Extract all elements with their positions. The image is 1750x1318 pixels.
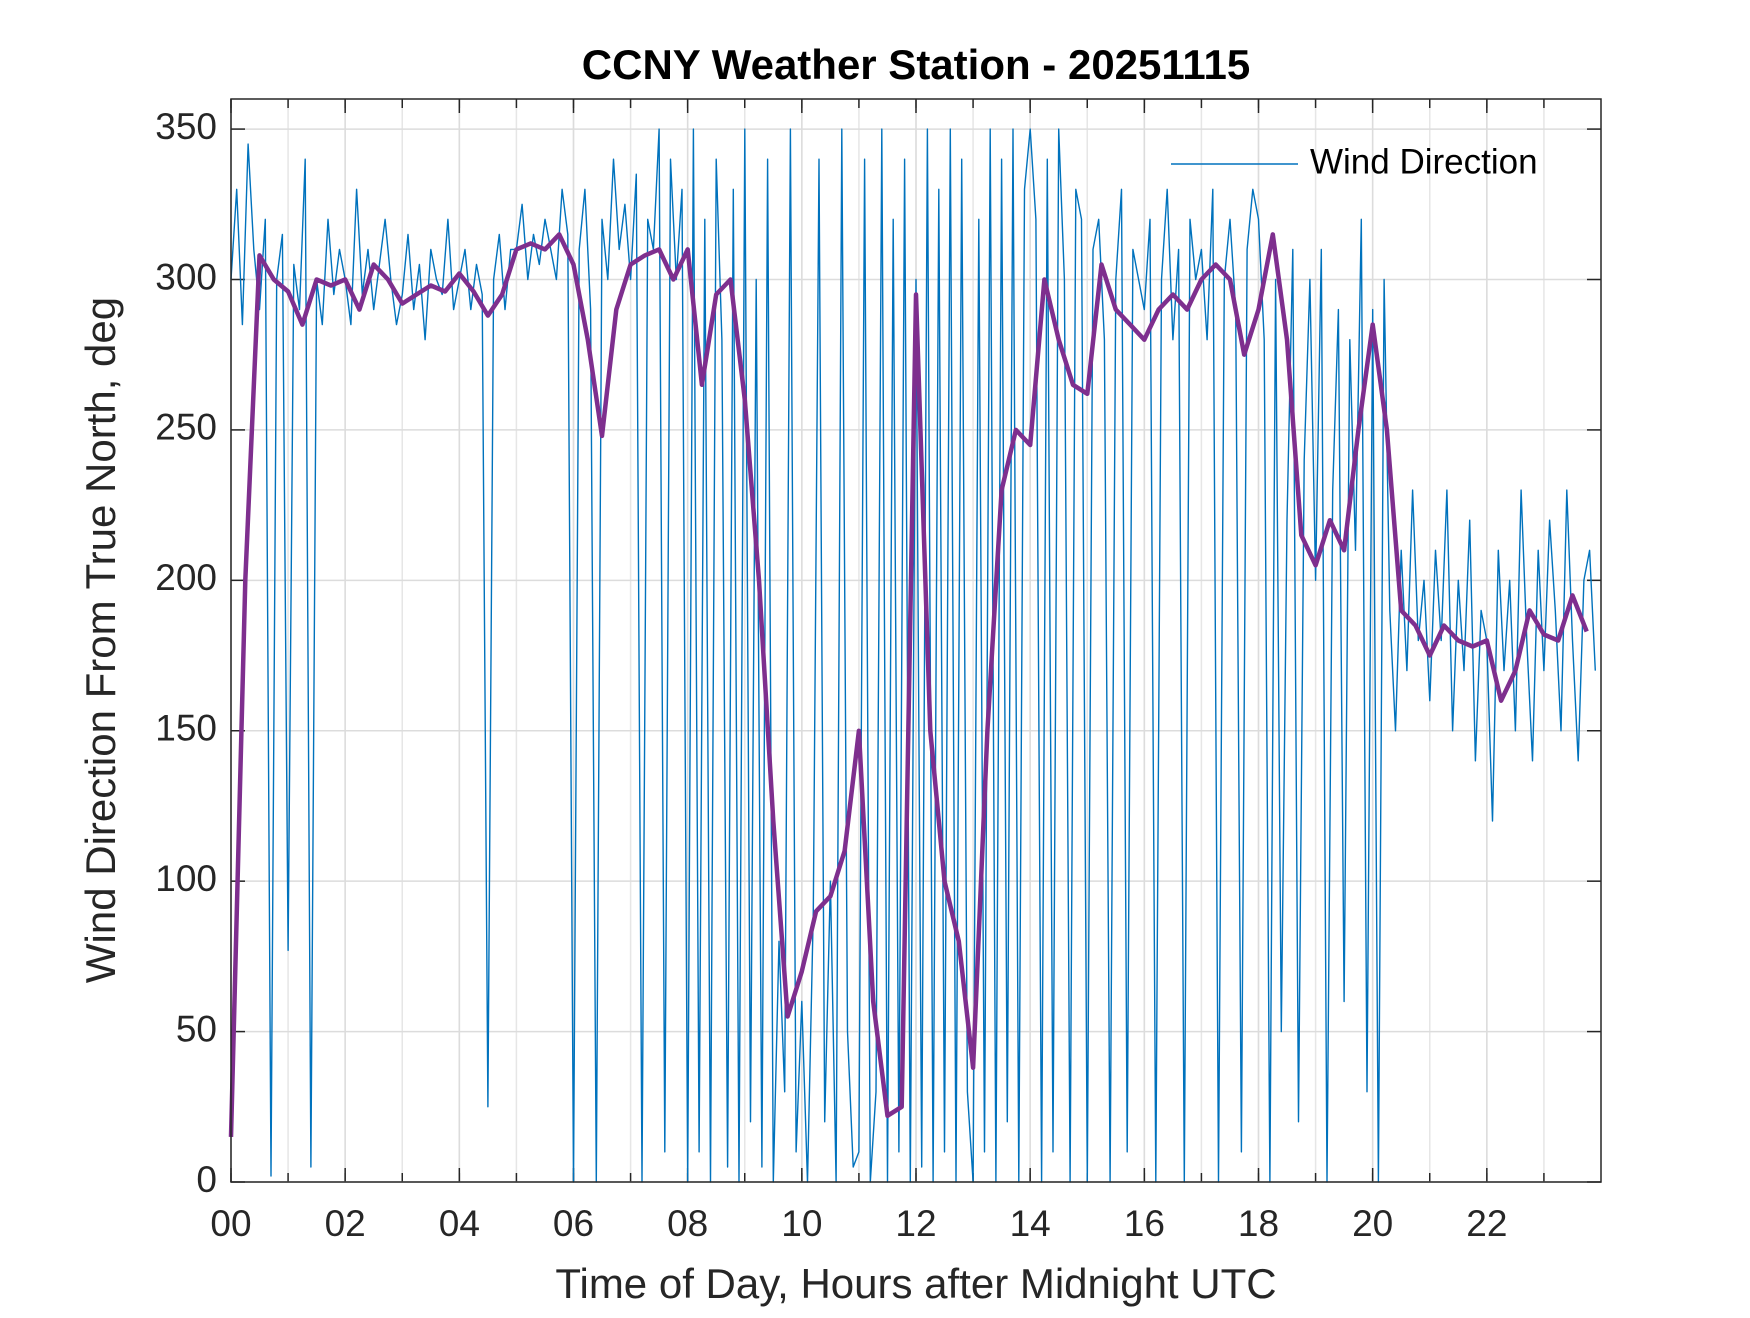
x-tick-label: 20 [1352,1203,1393,1244]
x-tick-label: 14 [1010,1203,1051,1244]
y-tick-label: 0 [196,1159,217,1200]
plot-frame [230,98,1602,1183]
x-tick-label: 00 [210,1203,251,1244]
y-tick-label: 100 [155,858,217,899]
x-axis-label: Time of Day, Hours after Midnight UTC [555,1260,1276,1307]
y-tick-label: 300 [155,256,217,297]
y-tick-label: 50 [176,1008,217,1049]
series-line [228,232,1589,1137]
x-tick-label: 10 [781,1203,822,1244]
x-tick-label: 12 [895,1203,936,1244]
y-tick-label: 200 [155,557,217,598]
y-axis-label: Wind Direction From True North, deg [77,297,124,983]
x-tick-label: 04 [439,1203,480,1244]
chart-title: CCNY Weather Station - 20251115 [582,41,1250,88]
x-tick-label: 06 [553,1203,594,1244]
x-tick-label: 02 [325,1203,366,1244]
legend-label: Wind Direction [1310,142,1538,181]
x-tick-label: 18 [1238,1203,1279,1244]
x-tick-label: 08 [667,1203,708,1244]
x-tick-label: 22 [1466,1203,1507,1244]
x-tick-label: 16 [1124,1203,1165,1244]
y-tick-label: 250 [155,407,217,448]
y-tick-label: 350 [155,106,217,147]
y-tick-label: 150 [155,708,217,749]
series-line [230,128,1596,1183]
